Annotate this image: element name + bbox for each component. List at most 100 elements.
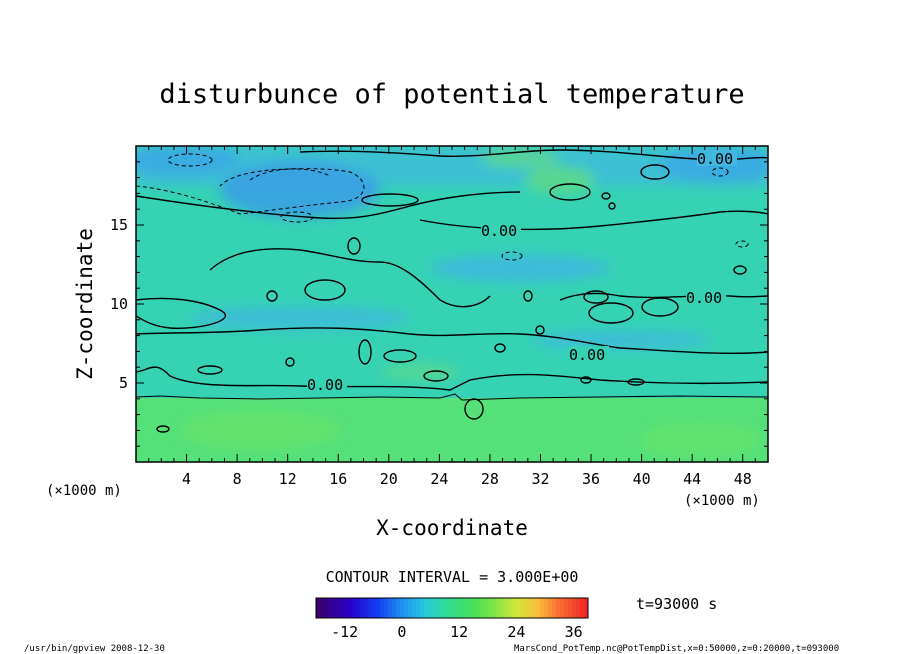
time-label: t=93000 s [636, 595, 717, 613]
colorbar-bin [444, 598, 449, 618]
colorbar-bin [388, 598, 393, 618]
colorbar-bin [536, 598, 541, 618]
colorbar-bin [392, 598, 397, 618]
colorbar-bin [360, 598, 365, 618]
colorbar-tick-label: 24 [507, 623, 525, 641]
colorbar-bin [532, 598, 537, 618]
colorbar-bin [488, 598, 493, 618]
x-axis: 4 8 12 16 20 24 28 32 36 40 44 48 [148, 146, 756, 488]
colorbar-tick-label: 0 [397, 623, 406, 641]
colorbar-bin [348, 598, 353, 618]
x-tick-label: 44 [683, 470, 701, 488]
colorbar-bin [452, 598, 457, 618]
colorbar-bin [460, 598, 465, 618]
colorbar-bin [524, 598, 529, 618]
y-axis: 5 10 15 [110, 161, 768, 447]
colorbar-bin [584, 598, 589, 618]
x-tick-label: 28 [481, 470, 499, 488]
colorbar-bin [436, 598, 441, 618]
colorbar-ticks: -12 0 12 24 36 [331, 623, 583, 641]
colorbar-bin [508, 598, 513, 618]
x-tick-label: 8 [233, 470, 242, 488]
colorbar-bin [484, 598, 489, 618]
colorbar-bin [380, 598, 385, 618]
colorbar-bin [492, 598, 497, 618]
contour-label: 0.00 [481, 222, 517, 240]
y-tick-label: 5 [119, 374, 128, 392]
colorbar-bin [580, 598, 585, 618]
colorbar-bin [376, 598, 381, 618]
colorbar-bin [540, 598, 545, 618]
colorbar-bin [320, 598, 325, 618]
colorbar-bin [552, 598, 557, 618]
colorbar-bin [404, 598, 409, 618]
colorbar-bin [336, 598, 341, 618]
colorbar-bin [496, 598, 501, 618]
colorbar-tick-label: 36 [565, 623, 583, 641]
colorbar-bin [568, 598, 573, 618]
colorbar-bin [364, 598, 369, 618]
chart-title: disturbunce of potential temperature [159, 79, 744, 110]
x-unit-left: (×1000 m) [46, 483, 122, 499]
negative-contours [136, 153, 749, 261]
colorbar-bin [316, 598, 321, 618]
colorbar-bin [428, 598, 433, 618]
x-tick-label: 24 [430, 470, 448, 488]
colorbar-bin [504, 598, 509, 618]
colorbar [316, 598, 589, 618]
y-tick-label: 15 [110, 216, 128, 234]
colorbar-bin [416, 598, 421, 618]
x-tick-label: 40 [633, 470, 651, 488]
contour-label: 0.00 [307, 376, 343, 394]
x-tick-label: 36 [582, 470, 600, 488]
contour-value-labels: 0.00 0.00 0.00 0.00 0.00 [307, 150, 737, 394]
contour-interval: CONTOUR INTERVAL = 3.000E+00 [326, 568, 579, 586]
colorbar-bin [356, 598, 361, 618]
colorbar-bin [528, 598, 533, 618]
colorbar-bin [344, 598, 349, 618]
colorbar-bin [396, 598, 401, 618]
colorbar-bin [464, 598, 469, 618]
colorbar-bin [368, 598, 373, 618]
colorbar-bin [476, 598, 481, 618]
footer-right: MarsCond_PotTemp.nc@PotTempDist,x=0:5000… [514, 644, 839, 654]
x-tick-label: 32 [531, 470, 549, 488]
colorbar-bin [400, 598, 405, 618]
y-tick-label: 10 [110, 295, 128, 313]
colorbar-bin [424, 598, 429, 618]
colorbar-bin [564, 598, 569, 618]
colorbar-bin [420, 598, 425, 618]
colorbar-frame [315, 597, 589, 619]
colorbar-tick-label: 12 [450, 623, 468, 641]
colorbar-bin [332, 598, 337, 618]
colorbar-bin [448, 598, 453, 618]
colorbar-bin [328, 598, 333, 618]
x-tick-label: 4 [182, 470, 191, 488]
colorbar-bin [480, 598, 485, 618]
colorbar-bin [512, 598, 517, 618]
colorbar-bin [576, 598, 581, 618]
colorbar-bin [372, 598, 377, 618]
colorbar-bin [468, 598, 473, 618]
colorbar-bin [548, 598, 553, 618]
colorbar-bin [544, 598, 549, 618]
contour-label: 0.00 [686, 289, 722, 307]
colorbar-bin [352, 598, 357, 618]
footer-left: /usr/bin/gpview 2008-12-30 [24, 644, 165, 654]
colorbar-bin [340, 598, 345, 618]
colorbar-bin [500, 598, 505, 618]
x-unit-right: (×1000 m) [684, 493, 760, 509]
x-tick-label: 16 [329, 470, 347, 488]
colorbar-bin [520, 598, 525, 618]
colorbar-bin [516, 598, 521, 618]
y-axis-title: Z-coordinate [73, 228, 97, 380]
colorbar-bin [560, 598, 565, 618]
colorbar-bin [440, 598, 445, 618]
x-tick-label: 20 [380, 470, 398, 488]
colorbar-bin [412, 598, 417, 618]
colorbar-tick-label: -12 [331, 623, 358, 641]
colorbar-bin [324, 598, 329, 618]
x-tick-label: 12 [279, 470, 297, 488]
contour-label: 0.00 [569, 346, 605, 364]
